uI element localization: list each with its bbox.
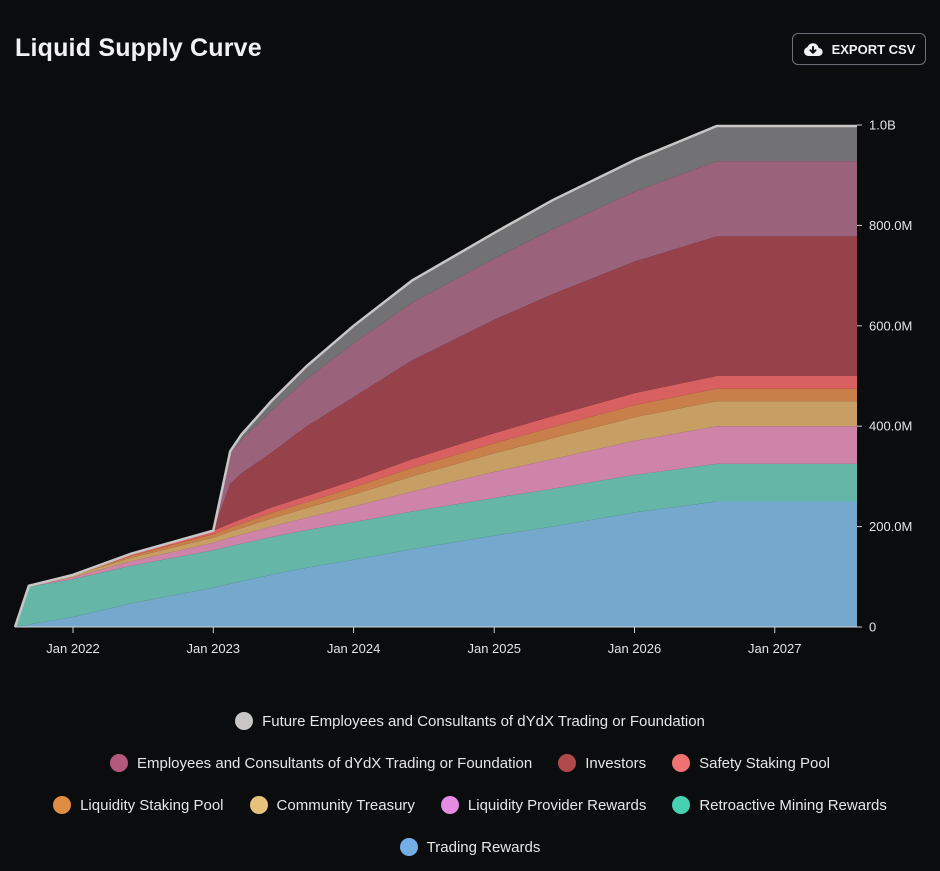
export-csv-label: EXPORT CSV: [831, 41, 916, 57]
legend-item-employees-and-consultants-of-dydx-trading-or-foundation[interactable]: Employees and Consultants of dYdX Tradin…: [109, 754, 533, 772]
area-investors: [15, 236, 857, 627]
cloud-download-icon: [803, 42, 823, 57]
y-tick-label: 200.0M: [869, 519, 912, 534]
x-tick-label: Jan 2026: [608, 641, 662, 656]
legend-label: Community Treasury: [276, 796, 415, 814]
legend-label: Liquidity Provider Rewards: [467, 796, 647, 814]
legend-row: Trading Rewards: [0, 826, 940, 868]
total-supply-outline: [13, 124, 857, 628]
legend-item-trading-rewards[interactable]: Trading Rewards: [399, 838, 541, 856]
legend-label: Retroactive Mining Rewards: [699, 796, 887, 814]
y-tick-label: 600.0M: [869, 318, 912, 333]
x-tick-label: Jan 2023: [187, 641, 241, 656]
x-tick-label: Jan 2024: [327, 641, 381, 656]
legend-row: Employees and Consultants of dYdX Tradin…: [0, 742, 940, 784]
legend-label: Investors: [585, 754, 647, 772]
x-axis: Jan 2022 Jan 2023 Jan 2024 Jan 2025 Jan 2026…: [15, 626, 857, 656]
area-community-treasury: [15, 401, 857, 627]
legend-swatch: [235, 712, 254, 730]
y-tick-label: 400.0M: [869, 419, 912, 434]
legend-item-community-treasury[interactable]: Community Treasury: [249, 796, 415, 814]
legend-row: Liquidity Staking Pool Community Treasury…: [0, 784, 940, 826]
legend-item-liquidity-provider-rewards[interactable]: Liquidity Provider Rewards: [440, 796, 647, 814]
legend-swatch: [109, 754, 128, 772]
legend-item-investors[interactable]: Investors: [558, 754, 646, 772]
y-tick-label: 1.0B: [869, 118, 896, 133]
legend-swatch: [672, 796, 691, 814]
page-title: Liquid Supply Curve: [15, 34, 262, 62]
legend-swatch: [440, 796, 459, 814]
area-employees-and-consultants-of-dydx-trading-or-foundation: [15, 161, 857, 627]
area-trading-rewards: [15, 501, 857, 627]
chart-areas: [13, 124, 857, 628]
legend-swatch: [249, 796, 268, 814]
legend-swatch: [672, 754, 691, 772]
area-liquidity-provider-rewards: [15, 426, 857, 627]
legend-label: Future Employees and Consultants of dYdX…: [262, 712, 705, 730]
y-tick-label: 800.0M: [869, 218, 912, 233]
legend-label: Liquidity Staking Pool: [80, 796, 224, 814]
legend-item-liquidity-staking-pool[interactable]: Liquidity Staking Pool: [53, 796, 224, 814]
legend-row: Future Employees and Consultants of dYdX…: [0, 700, 940, 742]
legend-label: Trading Rewards: [426, 838, 541, 856]
legend-item-safety-staking-pool[interactable]: Safety Staking Pool: [672, 754, 830, 772]
y-axis: 0 200.0M 400.0M 600.0M 800.0M 1.0B: [857, 118, 912, 635]
y-tick-label: 0: [869, 620, 876, 635]
legend-label: Employees and Consultants of dYdX Tradin…: [136, 754, 533, 772]
legend-swatch: [399, 838, 418, 856]
legend-item-retroactive-mining-rewards[interactable]: Retroactive Mining Rewards: [672, 796, 887, 814]
export-csv-button[interactable]: EXPORT CSV: [792, 33, 926, 65]
x-tick-label: Jan 2025: [467, 641, 521, 656]
legend-swatch: [53, 796, 72, 814]
legend-item-future-employees-and-consultants-of-dydx-trading-or-foundation[interactable]: Future Employees and Consultants of dYdX…: [235, 712, 705, 730]
area-retroactive-mining-rewards: [15, 463, 857, 627]
x-tick-label: Jan 2027: [748, 641, 802, 656]
x-tick-label: Jan 2022: [46, 641, 100, 656]
legend-label: Safety Staking Pool: [699, 754, 831, 772]
chart-legend: Future Employees and Consultants of dYdX…: [0, 700, 940, 868]
legend-swatch: [558, 754, 577, 772]
